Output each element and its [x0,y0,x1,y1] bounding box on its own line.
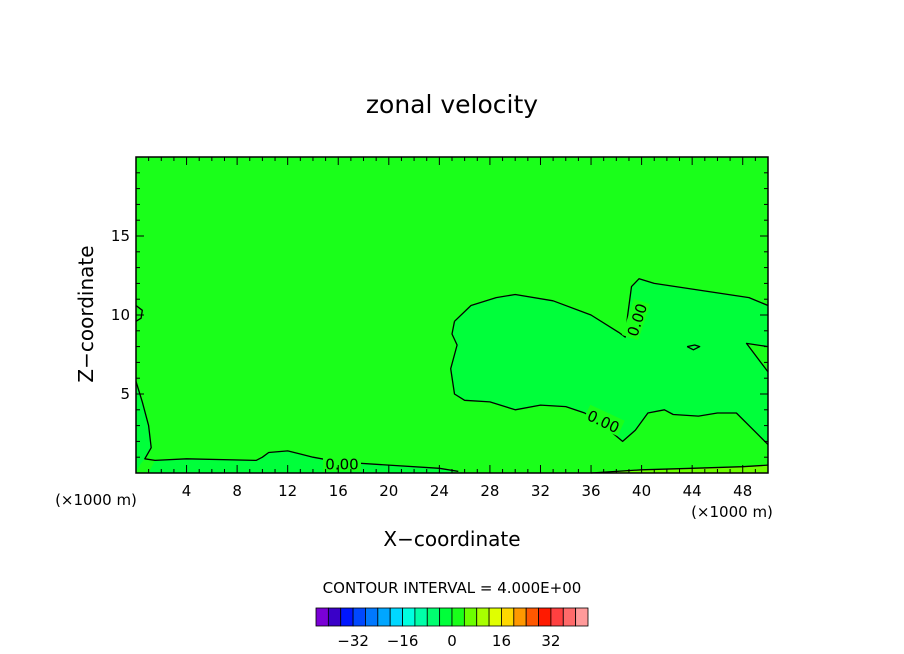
x-tick-label: 40 [632,482,651,500]
x-tick-label: 36 [581,482,600,500]
contour-interval-text: CONTOUR INTERVAL = 4.000E+00 [323,579,582,597]
colorbar-swatch [513,607,527,627]
colorbar-swatch [377,607,391,627]
contour-region-1 [148,450,459,473]
contour-line-2 [745,342,769,373]
contour-line-3 [686,344,701,351]
x-tick-label: 32 [531,482,550,500]
x-tick-label: 48 [733,482,752,500]
x-tick-label: 20 [379,482,398,500]
contour-label-0: 0.00 [323,454,361,474]
colorbar-swatch [501,607,515,627]
y-tick-label: 15 [111,227,130,245]
colorbar: −32 −16 0 16 32 [315,607,589,650]
colorbar-tick-label: 16 [492,632,511,650]
colorbar-swatch [389,607,403,627]
contour-region-2 [136,381,152,473]
colorbar-tick-label: 32 [541,632,560,650]
colorbar-swatch [426,607,441,627]
colorbar-swatch [439,607,453,627]
colorbar-swatch [562,607,577,627]
colorbar-swatch [327,607,342,627]
colorbar-tick-label: −16 [387,632,419,650]
colorbar-swatch [340,607,354,627]
colorbar-swatch [538,607,552,627]
y-tick-label: 5 [120,385,130,403]
x-tick-label: 24 [430,482,449,500]
colorbar-swatch [463,607,478,627]
x-tick-label: 28 [480,482,499,500]
colorbar-swatch [365,607,379,627]
x-tick-label: 44 [683,482,702,500]
x-tick-label: 8 [232,482,242,500]
colorbar-tick-label: 0 [447,632,457,650]
svg-text:0.00: 0.00 [325,456,358,474]
x-tick-label: 16 [329,482,348,500]
chart-title: zonal velocity [366,90,538,119]
colorbar-swatch [488,607,502,627]
colorbar-swatch [525,607,539,627]
x-unit-label-left: (×1000 m) [55,491,137,509]
colorbar-swatch [402,607,416,627]
colorbar-swatch [451,607,465,627]
colorbar-swatch [550,607,564,627]
colorbar-tick-label: −32 [337,632,369,650]
x-tick-label: 4 [182,482,192,500]
x-unit-label-right: (×1000 m) [691,503,773,521]
y-axis-label: Z−coordinate [74,245,98,382]
contour-region-0 [450,278,768,445]
colorbar-swatch [575,607,589,627]
contour-line-4 [135,304,143,322]
colorbar-swatch [315,607,329,627]
y-tick-label: 10 [111,306,130,324]
x-tick-label: 12 [278,482,297,500]
x-axis-label: X−coordinate [383,527,520,551]
colorbar-swatch [414,607,428,627]
colorbar-swatch [352,607,366,627]
colorbar-swatch [476,607,490,627]
